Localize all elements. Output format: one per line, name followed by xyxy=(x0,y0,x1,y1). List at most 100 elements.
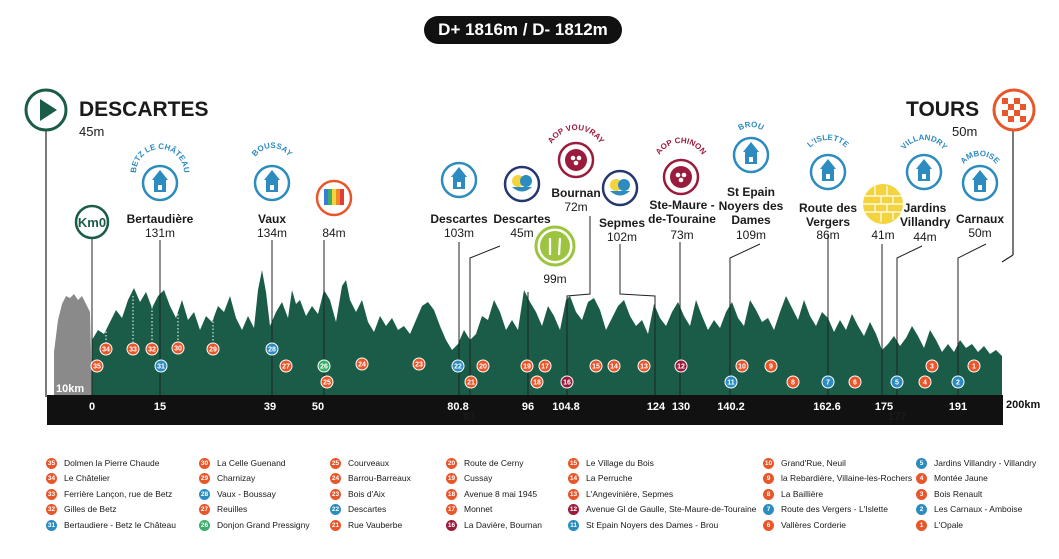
legend-item: 11 St Epain Noyers des Dames - Brou xyxy=(568,520,718,531)
legend-label: Dolmen la Pierre Chaude xyxy=(64,458,160,468)
legend-label: St Epain Noyers des Dames - Brou xyxy=(586,520,719,530)
legend-number-badge: 11 xyxy=(568,520,579,531)
svg-text:10: 10 xyxy=(738,363,746,370)
legend-item: 21 Rue Vauberbe xyxy=(330,520,402,531)
start-flag-icon xyxy=(24,88,68,132)
sector-marker: 10 xyxy=(735,359,749,373)
sector-marker: 32 xyxy=(145,342,159,356)
sector-marker: 29 xyxy=(206,342,220,356)
legend-item: 10 Grand'Rue, Neuil xyxy=(763,458,846,469)
legend-item: 5 Jardins Villandry - Villandry xyxy=(916,458,1036,469)
svg-text:4: 4 xyxy=(923,379,927,386)
svg-text:7: 7 xyxy=(826,379,830,386)
sector-marker: 28 xyxy=(265,342,279,356)
legend-label: Les Carnaux - Amboise xyxy=(934,504,1023,514)
stage-name-bournan: Bournan xyxy=(551,186,601,200)
grape-wine-icon xyxy=(557,141,595,179)
legend-label: Rue Vauberbe xyxy=(348,520,403,530)
legend-label: Bertaudiere - Betz le Château xyxy=(64,520,176,530)
axis-tick-label: 140.2 xyxy=(717,401,745,413)
legend-item: 35 Dolmen la Pierre Chaude xyxy=(46,458,159,469)
sector-marker: 14 xyxy=(607,359,621,373)
km0-label: Km0 xyxy=(78,215,106,230)
svg-text:35: 35 xyxy=(93,363,101,370)
svg-text:23: 23 xyxy=(415,361,423,368)
sector-marker: 3 xyxy=(925,359,939,373)
axis-tick-label: 191 xyxy=(949,401,967,413)
legend-number-badge: 34 xyxy=(46,473,57,484)
legend-item: 22 Descartes xyxy=(330,504,386,515)
legend-item: 17 Monnet xyxy=(446,504,492,515)
legend-number-badge: 1 xyxy=(916,520,927,531)
legend-label: Monnet xyxy=(464,504,493,514)
legend-item: 12 Avenue Gl de Gaulle, Ste-Maure-de-Tour… xyxy=(568,504,756,515)
legend-item: 29 Charnizay xyxy=(199,473,255,484)
sector-marker: 9 xyxy=(764,359,778,373)
stage-alt-descartes-2: 45m xyxy=(510,226,534,240)
legend-item: 25 Courveaux xyxy=(330,458,389,469)
svg-text:20: 20 xyxy=(479,363,487,370)
tower-badge-icon xyxy=(440,161,478,199)
legend-number-badge: 32 xyxy=(46,504,57,515)
km0-badge xyxy=(74,204,110,240)
legend-item: 23 Bois d'Aix xyxy=(330,489,385,500)
svg-text:12: 12 xyxy=(677,363,685,370)
sector-marker: 26 xyxy=(317,359,331,373)
legend-item: 18 Avenue 8 mai 1945 xyxy=(446,489,537,500)
sector-marker: 34 xyxy=(99,342,113,356)
legend-label: Donjon Grand Pressigny xyxy=(217,520,310,530)
svg-text:22: 22 xyxy=(454,363,462,370)
distance-axis xyxy=(47,397,1003,425)
grape-wine-icon xyxy=(662,158,700,196)
legend-label: Le Village du Bois xyxy=(586,458,654,468)
svg-text:16: 16 xyxy=(563,379,571,386)
legend-number-badge: 13 xyxy=(568,489,579,500)
legend-number-badge: 28 xyxy=(199,489,210,500)
stage-alt-bournan: 72m xyxy=(564,200,588,214)
axis-tick-label: 15 xyxy=(154,401,166,413)
legend-label: La Perruche xyxy=(586,473,633,483)
sector-marker: 5 xyxy=(890,375,904,389)
sector-marker: 8 xyxy=(786,375,800,389)
finish-city-name: TOURS xyxy=(906,98,980,121)
legend-number-badge: 21 xyxy=(330,520,341,531)
legend-label: L'Angevinière, Sepmes xyxy=(586,489,674,499)
legend-number-badge: 3 xyxy=(916,489,927,500)
svg-text:32: 32 xyxy=(148,346,156,353)
svg-text:29: 29 xyxy=(209,346,217,353)
svg-text:11: 11 xyxy=(727,379,735,386)
sector-marker: 18 xyxy=(530,375,544,389)
legend-number-badge: 29 xyxy=(199,473,210,484)
legend-label: Avenue Gl de Gaulle, Ste-Maure-de-Tourai… xyxy=(586,504,757,514)
legend-item: 13 L'Angevinière, Sepmes xyxy=(568,489,673,500)
stage-alt-sepmes: 102m xyxy=(606,230,638,244)
svg-text:17: 17 xyxy=(541,363,549,370)
axis-tick-label: 96 xyxy=(522,401,534,413)
legend-label: Charnizay xyxy=(217,473,256,483)
legend-label: Descartes xyxy=(348,504,387,514)
sector-marker: 16 xyxy=(560,375,574,389)
svg-text:30: 30 xyxy=(174,345,182,352)
legend-item: 20 Route de Cerny xyxy=(446,458,524,469)
legend-number-badge: 25 xyxy=(330,458,341,469)
tower-badge-icon xyxy=(253,164,291,202)
axis-tick-label: 175 xyxy=(875,401,893,413)
stage-alt-st-epain: 109m xyxy=(735,228,767,242)
svg-text:18: 18 xyxy=(533,379,541,386)
sector-marker: 19 xyxy=(520,359,534,373)
axis-tick-label: 80.8 xyxy=(447,401,468,413)
legend-label: Le Châtelier xyxy=(64,473,110,483)
legend-number-badge: 4 xyxy=(916,473,927,484)
legend-label: Ferrière Lançon, rue de Betz xyxy=(64,489,173,499)
sector-marker: 1 xyxy=(967,359,981,373)
legend-number-badge: 15 xyxy=(568,458,579,469)
legend-number-badge: 33 xyxy=(46,489,57,500)
svg-text:5: 5 xyxy=(895,379,899,386)
legend-number-badge: 9 xyxy=(763,473,774,484)
legend-item: 16 La Davière, Bournan xyxy=(446,520,542,531)
stage-name-ste-maure: Ste-Maure -de-Touraine xyxy=(648,198,716,226)
sector-marker: 25 xyxy=(320,375,334,389)
legend-number-badge: 24 xyxy=(330,473,341,484)
sector-marker: 33 xyxy=(126,342,140,356)
